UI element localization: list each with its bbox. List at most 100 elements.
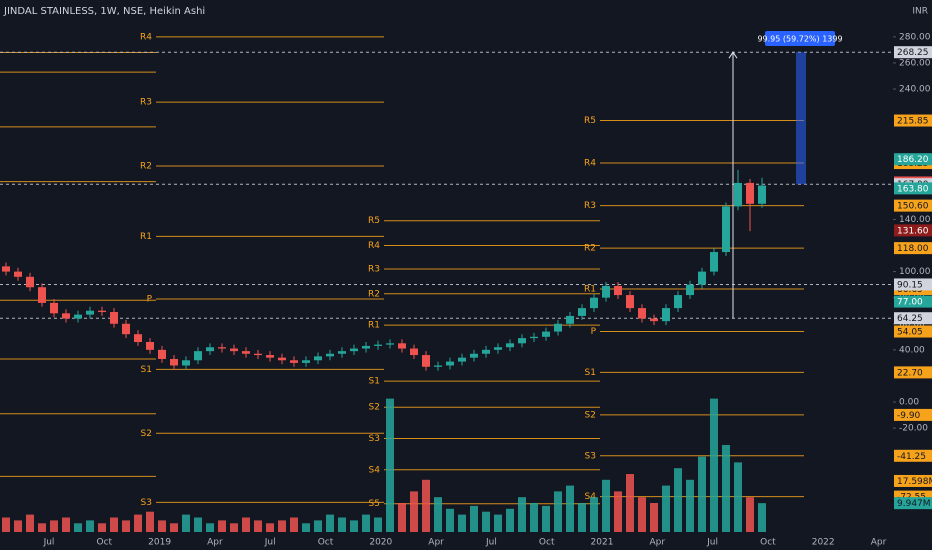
x-tick-label: 2022 bbox=[812, 538, 835, 548]
pivot-name: S3 bbox=[585, 451, 596, 461]
pivot-name: S5 bbox=[369, 499, 380, 509]
x-tick-label: Jul bbox=[264, 538, 276, 548]
candle-body bbox=[614, 285, 622, 296]
candle-body bbox=[158, 349, 166, 359]
x-tick-label: Apr bbox=[650, 538, 666, 548]
volume-bar bbox=[722, 445, 730, 532]
price-label: 131.60 bbox=[897, 226, 929, 236]
volume-bar bbox=[710, 398, 718, 532]
volume-bar bbox=[242, 517, 250, 532]
candle-body bbox=[134, 334, 142, 343]
candle-body bbox=[662, 308, 670, 322]
volume-bar bbox=[26, 514, 34, 532]
candle-body bbox=[722, 206, 730, 253]
volume-bar bbox=[650, 503, 658, 532]
price-label-box bbox=[894, 295, 932, 308]
candle-body bbox=[734, 182, 742, 207]
candle-body bbox=[242, 351, 250, 354]
candle-body bbox=[146, 342, 154, 350]
arrow-head bbox=[728, 51, 738, 59]
candle-body bbox=[746, 182, 754, 204]
price-label-box bbox=[894, 199, 932, 212]
price-label: 268.25 bbox=[897, 48, 929, 58]
pivot-name: R5 bbox=[584, 116, 596, 126]
candle-body bbox=[590, 297, 598, 309]
candle-body bbox=[446, 361, 454, 366]
pivot-name: S3 bbox=[141, 498, 152, 508]
volume-bar bbox=[470, 505, 478, 532]
volume-bar bbox=[482, 511, 490, 532]
measure-label-box bbox=[765, 31, 835, 46]
volume-bar bbox=[74, 523, 82, 532]
pivot-name: R5 bbox=[368, 216, 380, 226]
volume-bar bbox=[230, 523, 238, 532]
candle-body bbox=[218, 347, 226, 349]
y-tick-label: 240.00 bbox=[899, 85, 931, 95]
pivot-name: R4 bbox=[584, 159, 596, 169]
pivot-name: R1 bbox=[584, 285, 596, 295]
y-tick-label: 140.00 bbox=[899, 215, 931, 225]
volume-bar bbox=[314, 520, 322, 532]
candle-body bbox=[554, 323, 562, 332]
candle-body bbox=[758, 185, 766, 204]
measure-range bbox=[796, 52, 806, 185]
candle-body bbox=[374, 344, 382, 346]
volume-bar bbox=[2, 517, 10, 532]
candle-body bbox=[494, 347, 502, 350]
y-tick-label: 100.00 bbox=[899, 267, 931, 277]
volume-bar bbox=[194, 517, 202, 532]
price-label: 118.00 bbox=[897, 244, 929, 254]
pivot-name: R4 bbox=[140, 32, 152, 42]
candle-body bbox=[26, 276, 34, 288]
candle-body bbox=[230, 348, 238, 352]
volume-bar bbox=[566, 485, 574, 532]
price-label: 9.947M bbox=[897, 499, 931, 509]
price-label-box bbox=[894, 153, 932, 166]
volume-bar bbox=[542, 505, 550, 532]
candle-body bbox=[122, 323, 130, 335]
candle-body bbox=[566, 315, 574, 324]
volume-bar bbox=[734, 462, 742, 532]
candle-body bbox=[182, 360, 190, 366]
volume-bar bbox=[410, 491, 418, 532]
candle-body bbox=[50, 302, 58, 314]
volume-bar bbox=[518, 497, 526, 532]
x-tick-label: Jul bbox=[706, 538, 718, 548]
candle-body bbox=[542, 331, 550, 337]
candle-body bbox=[578, 308, 586, 316]
x-tick-label: Jul bbox=[485, 538, 497, 548]
volume-bar bbox=[110, 517, 118, 532]
candle-body bbox=[710, 252, 718, 272]
volume-bar bbox=[686, 479, 694, 532]
candle-body bbox=[110, 312, 118, 324]
candle-body bbox=[98, 310, 106, 313]
volume-bar bbox=[674, 468, 682, 532]
currency[interactable]: INR bbox=[912, 7, 928, 17]
volume-bar bbox=[338, 517, 346, 532]
candle-body bbox=[38, 287, 46, 303]
candle-body bbox=[698, 271, 706, 285]
pivot-name: R2 bbox=[368, 289, 380, 299]
volume-bar bbox=[626, 474, 634, 532]
pivot-name: S1 bbox=[585, 368, 596, 378]
pivot-name: S2 bbox=[585, 410, 596, 420]
volume-bar bbox=[134, 514, 142, 532]
volume-bar bbox=[530, 503, 538, 532]
volume-bar bbox=[458, 514, 466, 532]
volume-bar bbox=[590, 497, 598, 532]
candle-body bbox=[434, 365, 442, 367]
volume-bar bbox=[434, 497, 442, 532]
volume-bar bbox=[446, 508, 454, 532]
pivot-name: R3 bbox=[584, 201, 596, 211]
x-tick-label: Oct bbox=[97, 538, 113, 548]
candle-body bbox=[398, 343, 406, 349]
volume-bar bbox=[662, 485, 670, 532]
volume-bar bbox=[494, 514, 502, 532]
volume-bar bbox=[614, 491, 622, 532]
price-label: 64.25 bbox=[897, 314, 923, 324]
candle-body bbox=[530, 336, 538, 339]
candle-body bbox=[62, 313, 70, 319]
volume-bar bbox=[638, 497, 646, 532]
